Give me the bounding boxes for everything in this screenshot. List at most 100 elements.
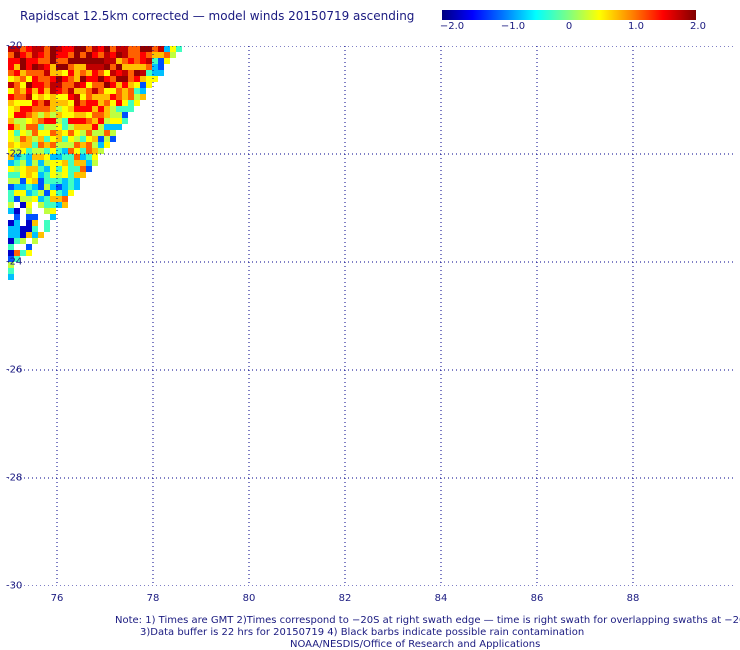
wind-cell xyxy=(38,64,44,70)
wind-cell xyxy=(122,82,128,88)
wind-cell xyxy=(56,118,62,124)
wind-cell xyxy=(110,112,116,118)
wind-cell xyxy=(62,88,68,94)
lat-label: -30 xyxy=(6,580,23,592)
wind-cell xyxy=(20,142,26,148)
wind-cell xyxy=(80,106,86,112)
wind-cell xyxy=(44,52,50,58)
wind-cell xyxy=(80,166,86,172)
wind-cell xyxy=(56,154,62,160)
wind-cell xyxy=(20,202,26,208)
wind-cell xyxy=(14,232,20,238)
wind-cell xyxy=(104,88,110,94)
wind-cell xyxy=(98,58,104,64)
wind-cell xyxy=(86,142,92,148)
wind-cell xyxy=(164,46,170,52)
wind-cell xyxy=(56,52,62,58)
wind-cell xyxy=(62,118,68,124)
wind-cell xyxy=(44,178,50,184)
wind-cell xyxy=(38,124,44,130)
wind-cell xyxy=(86,64,92,70)
wind-cell xyxy=(50,82,56,88)
wind-cell xyxy=(8,166,14,172)
wind-cell xyxy=(80,82,86,88)
wind-cell xyxy=(32,154,38,160)
wind-cell xyxy=(92,154,98,160)
wind-cell xyxy=(26,106,32,112)
wind-cell xyxy=(86,58,92,64)
wind-cell xyxy=(20,196,26,202)
wind-cell xyxy=(110,124,116,130)
wind-cell xyxy=(38,100,44,106)
wind-cell xyxy=(62,46,68,52)
wind-cell xyxy=(50,172,56,178)
wind-cell xyxy=(134,58,140,64)
wind-cell xyxy=(14,46,20,52)
wind-cell xyxy=(110,118,116,124)
wind-cell xyxy=(80,112,86,118)
wind-cell xyxy=(68,124,74,130)
wind-cell xyxy=(152,58,158,64)
wind-cell xyxy=(38,166,44,172)
wind-cell xyxy=(62,202,68,208)
wind-cell xyxy=(62,154,68,160)
wind-cell xyxy=(104,94,110,100)
wind-cell xyxy=(14,214,20,220)
wind-cell xyxy=(38,160,44,166)
wind-cell xyxy=(134,76,140,82)
wind-cell xyxy=(92,118,98,124)
wind-cell xyxy=(50,142,56,148)
wind-cell xyxy=(44,190,50,196)
wind-cell xyxy=(44,136,50,142)
wind-cell xyxy=(104,130,110,136)
wind-cell xyxy=(86,124,92,130)
wind-cell xyxy=(110,88,116,94)
wind-cell xyxy=(26,184,32,190)
wind-cell xyxy=(92,130,98,136)
wind-cell xyxy=(74,136,80,142)
wind-cell xyxy=(86,52,92,58)
wind-cell xyxy=(56,202,62,208)
wind-cell xyxy=(14,136,20,142)
wind-cell xyxy=(38,94,44,100)
wind-cell xyxy=(92,76,98,82)
wind-cell xyxy=(62,178,68,184)
wind-cell xyxy=(32,64,38,70)
wind-cell xyxy=(50,100,56,106)
wind-cell xyxy=(8,262,14,268)
wind-cell xyxy=(74,76,80,82)
wind-cell xyxy=(80,70,86,76)
wind-cell xyxy=(20,124,26,130)
colorbar-label: −1.0 xyxy=(500,21,526,32)
wind-cell xyxy=(14,82,20,88)
lon-label: 82 xyxy=(338,593,352,604)
wind-cell xyxy=(20,52,26,58)
wind-cell xyxy=(32,76,38,82)
wind-cell xyxy=(98,82,104,88)
lon-label: 86 xyxy=(530,593,544,604)
wind-cell xyxy=(56,184,62,190)
wind-cell xyxy=(62,136,68,142)
wind-cell xyxy=(38,130,44,136)
wind-cell xyxy=(26,118,32,124)
wind-cell xyxy=(134,82,140,88)
wind-cell xyxy=(32,148,38,154)
wind-cell xyxy=(44,124,50,130)
wind-cell xyxy=(134,94,140,100)
wind-cell xyxy=(80,148,86,154)
wind-cell xyxy=(14,112,20,118)
wind-cell xyxy=(56,160,62,166)
wind-cell xyxy=(56,46,62,52)
wind-cell xyxy=(110,46,116,52)
wind-cell xyxy=(170,46,176,52)
wind-cell xyxy=(62,142,68,148)
wind-cell xyxy=(116,46,122,52)
wind-cell xyxy=(8,124,14,130)
wind-cell xyxy=(128,64,134,70)
wind-cell xyxy=(8,274,14,280)
wind-cell xyxy=(38,196,44,202)
wind-cell xyxy=(32,136,38,142)
wind-cell xyxy=(38,118,44,124)
wind-cell xyxy=(8,76,14,82)
wind-cell xyxy=(104,142,110,148)
